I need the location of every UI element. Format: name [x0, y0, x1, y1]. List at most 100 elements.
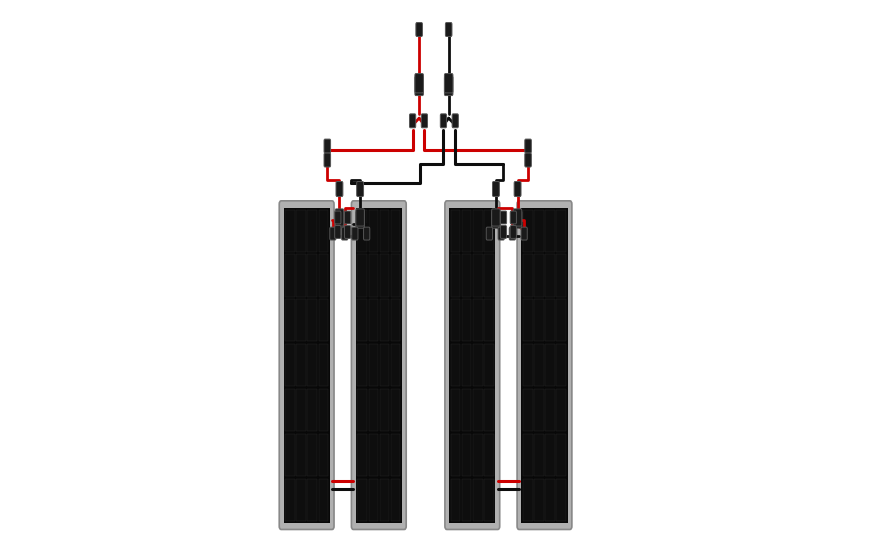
- FancyBboxPatch shape: [500, 211, 506, 224]
- Bar: [368, 478, 378, 521]
- FancyBboxPatch shape: [335, 182, 342, 197]
- FancyBboxPatch shape: [351, 227, 357, 240]
- FancyBboxPatch shape: [444, 74, 452, 93]
- FancyBboxPatch shape: [324, 139, 330, 153]
- Bar: [534, 210, 543, 252]
- Bar: [450, 210, 460, 252]
- FancyBboxPatch shape: [414, 74, 423, 93]
- Bar: [296, 434, 306, 476]
- FancyBboxPatch shape: [329, 227, 335, 240]
- Bar: [357, 434, 366, 476]
- Bar: [544, 389, 554, 431]
- FancyBboxPatch shape: [514, 182, 521, 197]
- Bar: [357, 299, 366, 342]
- Bar: [318, 299, 327, 342]
- Bar: [544, 255, 554, 296]
- FancyBboxPatch shape: [356, 211, 364, 228]
- FancyBboxPatch shape: [500, 226, 506, 238]
- Bar: [356, 208, 401, 523]
- Bar: [450, 478, 460, 521]
- FancyBboxPatch shape: [509, 211, 516, 224]
- Bar: [484, 389, 493, 431]
- FancyBboxPatch shape: [363, 227, 370, 240]
- Bar: [522, 255, 532, 296]
- Bar: [472, 478, 482, 521]
- Bar: [484, 478, 493, 521]
- Bar: [534, 344, 543, 386]
- Bar: [556, 299, 565, 342]
- Bar: [472, 389, 482, 431]
- Bar: [296, 478, 306, 521]
- FancyBboxPatch shape: [444, 201, 499, 529]
- Bar: [285, 478, 294, 521]
- FancyBboxPatch shape: [491, 211, 500, 228]
- Bar: [368, 210, 378, 252]
- Bar: [379, 344, 389, 386]
- Bar: [556, 434, 565, 476]
- Bar: [285, 389, 294, 431]
- Bar: [522, 434, 532, 476]
- Bar: [522, 478, 532, 521]
- Bar: [379, 255, 389, 296]
- Bar: [318, 389, 327, 431]
- FancyBboxPatch shape: [445, 23, 451, 37]
- Bar: [296, 255, 306, 296]
- Bar: [357, 255, 366, 296]
- Bar: [390, 299, 399, 342]
- Bar: [390, 344, 399, 386]
- FancyBboxPatch shape: [516, 201, 572, 529]
- FancyBboxPatch shape: [491, 209, 500, 226]
- Bar: [450, 255, 460, 296]
- Bar: [307, 434, 317, 476]
- Bar: [296, 299, 306, 342]
- Bar: [390, 389, 399, 431]
- Bar: [534, 389, 543, 431]
- Bar: [368, 434, 378, 476]
- Bar: [472, 299, 482, 342]
- FancyBboxPatch shape: [492, 182, 499, 197]
- Bar: [307, 210, 317, 252]
- Bar: [484, 299, 493, 342]
- Bar: [522, 210, 532, 252]
- FancyBboxPatch shape: [335, 209, 343, 226]
- Bar: [307, 255, 317, 296]
- FancyBboxPatch shape: [356, 209, 364, 226]
- Bar: [379, 478, 389, 521]
- FancyBboxPatch shape: [486, 227, 492, 240]
- Bar: [484, 255, 493, 296]
- Bar: [462, 299, 471, 342]
- FancyBboxPatch shape: [498, 227, 504, 240]
- Bar: [449, 208, 495, 523]
- FancyBboxPatch shape: [513, 209, 522, 226]
- Bar: [544, 299, 554, 342]
- Bar: [318, 434, 327, 476]
- Bar: [522, 344, 532, 386]
- FancyBboxPatch shape: [344, 211, 350, 224]
- Bar: [379, 434, 389, 476]
- Bar: [318, 478, 327, 521]
- Bar: [462, 434, 471, 476]
- Bar: [544, 210, 554, 252]
- FancyBboxPatch shape: [451, 114, 457, 128]
- Bar: [556, 478, 565, 521]
- FancyBboxPatch shape: [414, 76, 423, 96]
- FancyBboxPatch shape: [335, 226, 341, 238]
- FancyBboxPatch shape: [324, 153, 330, 167]
- FancyBboxPatch shape: [524, 153, 531, 167]
- Bar: [318, 210, 327, 252]
- FancyBboxPatch shape: [524, 139, 531, 153]
- Bar: [357, 478, 366, 521]
- Bar: [484, 344, 493, 386]
- Bar: [556, 389, 565, 431]
- Bar: [390, 255, 399, 296]
- Bar: [556, 210, 565, 252]
- Bar: [379, 210, 389, 252]
- Bar: [307, 389, 317, 431]
- Bar: [462, 478, 471, 521]
- Bar: [450, 389, 460, 431]
- FancyBboxPatch shape: [513, 211, 522, 228]
- Bar: [521, 208, 567, 523]
- Bar: [450, 434, 460, 476]
- Bar: [462, 344, 471, 386]
- Bar: [285, 299, 294, 342]
